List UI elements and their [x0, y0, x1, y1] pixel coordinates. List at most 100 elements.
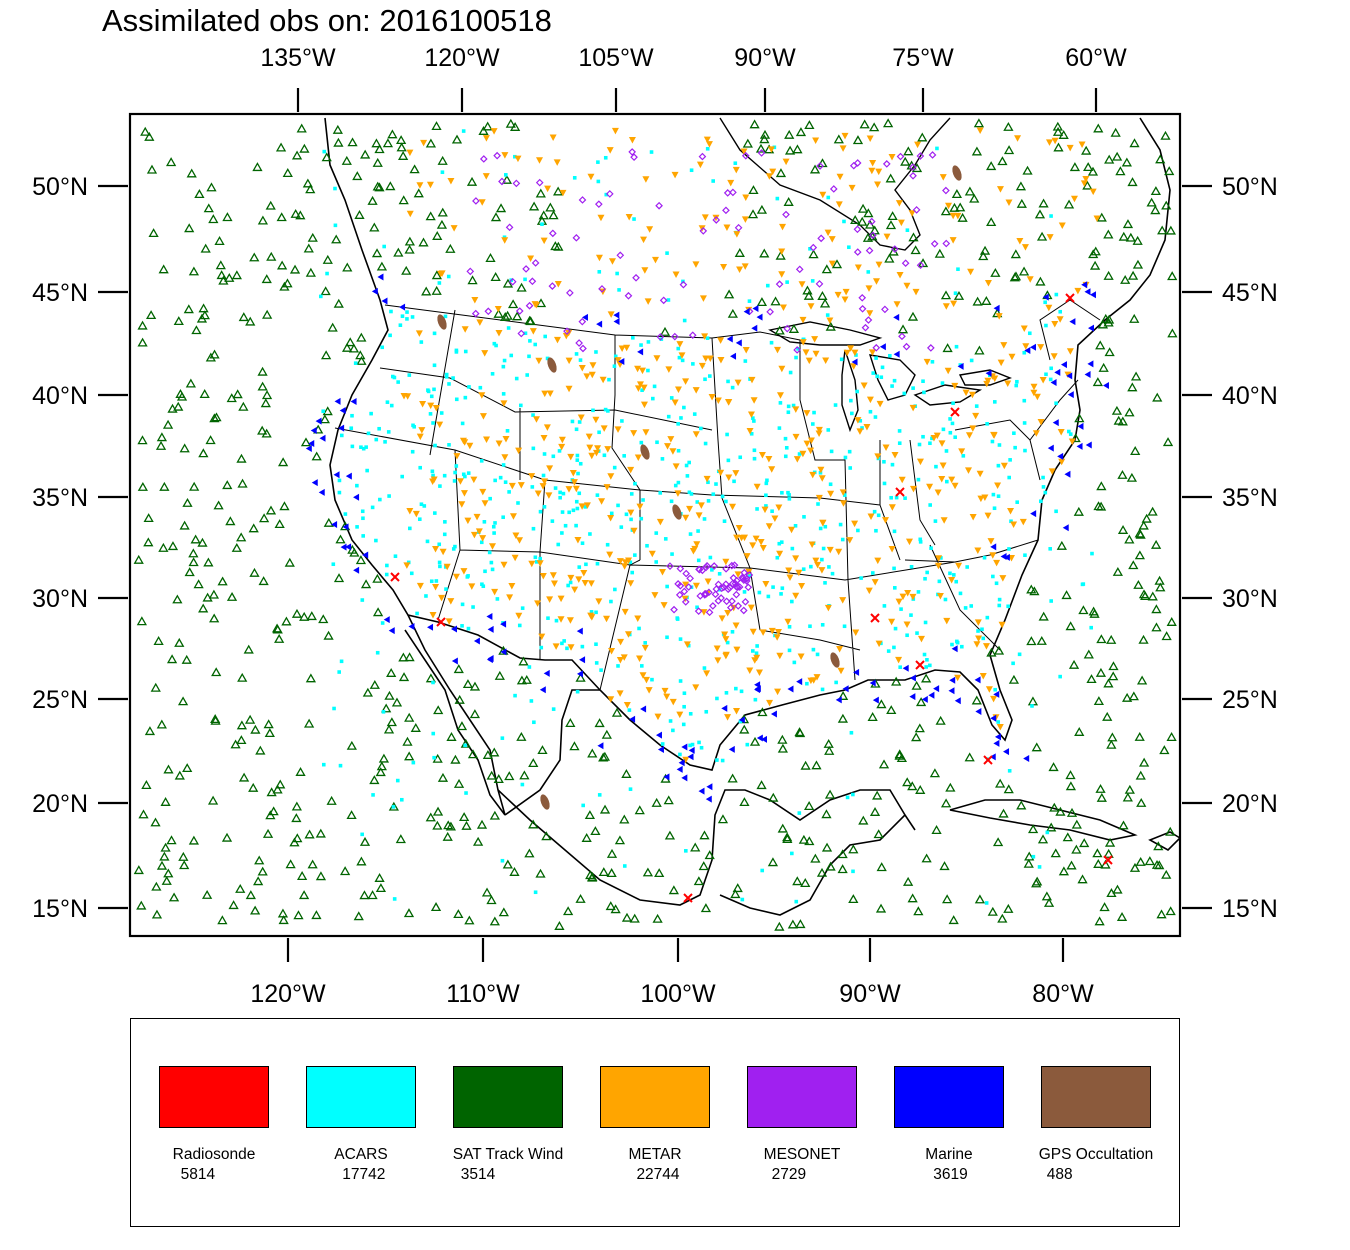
obs-marker	[930, 434, 938, 442]
obs-marker	[729, 503, 737, 511]
obs-marker	[581, 832, 592, 842]
obs-marker	[337, 670, 341, 674]
obs-marker	[382, 138, 394, 148]
obs-marker	[897, 324, 909, 334]
obs-marker	[836, 173, 844, 181]
obs-marker	[1049, 366, 1053, 371]
obs-marker	[808, 246, 812, 251]
obs-marker	[547, 357, 557, 373]
obs-marker	[1066, 372, 1073, 380]
obs-marker	[1031, 742, 1042, 752]
obs-marker	[762, 580, 770, 588]
obs-marker	[483, 569, 487, 574]
obs-marker	[945, 782, 956, 792]
obs-marker	[369, 775, 380, 785]
obs-marker	[1044, 372, 1048, 377]
obs-marker	[237, 672, 248, 682]
obs-marker	[948, 915, 959, 925]
obs-marker	[1044, 323, 1048, 328]
obs-marker	[948, 571, 952, 576]
obs-marker	[490, 567, 495, 572]
obs-marker	[666, 298, 671, 302]
obs-marker	[866, 310, 874, 317]
obs-marker	[782, 210, 790, 219]
obs-marker	[509, 867, 520, 876]
obs-marker	[833, 403, 838, 407]
obs-marker	[746, 428, 754, 435]
obs-marker	[578, 461, 583, 466]
obs-marker	[386, 717, 397, 727]
obs-marker	[437, 281, 442, 285]
obs-marker	[491, 524, 496, 529]
obs-marker	[1102, 711, 1113, 721]
obs-marker	[383, 616, 390, 624]
obs-marker	[671, 399, 679, 407]
obs-marker	[481, 584, 486, 589]
obs-marker	[490, 212, 502, 222]
obs-marker	[794, 899, 799, 904]
obs-marker	[1107, 732, 1118, 742]
obs-marker	[498, 177, 506, 186]
obs-marker	[839, 597, 847, 604]
obs-marker	[952, 165, 962, 181]
obs-marker	[236, 453, 247, 463]
obs-marker	[613, 354, 618, 359]
obs-marker	[625, 557, 633, 565]
obs-marker	[406, 149, 414, 157]
obs-marker	[463, 349, 468, 354]
obs-marker	[786, 574, 794, 581]
obs-marker	[333, 137, 344, 147]
obs-marker	[1027, 824, 1039, 834]
obs-marker	[682, 704, 686, 709]
obs-marker	[969, 358, 974, 363]
obs-marker	[923, 358, 931, 366]
obs-marker	[222, 480, 233, 490]
obs-marker	[692, 431, 700, 438]
obs-marker	[444, 587, 448, 591]
obs-marker	[432, 363, 437, 368]
obs-marker	[761, 506, 769, 514]
obs-marker	[689, 168, 694, 173]
obs-marker	[502, 235, 507, 240]
obs-marker	[1023, 553, 1027, 558]
obs-marker	[889, 495, 893, 500]
obs-marker	[310, 426, 317, 434]
obs-marker	[1007, 507, 1015, 515]
obs-marker	[501, 463, 506, 467]
obs-marker	[726, 335, 733, 343]
obs-marker	[898, 332, 906, 341]
obs-marker	[764, 481, 769, 486]
obs-marker	[911, 732, 922, 742]
obs-marker	[992, 308, 1003, 318]
obs-marker	[1103, 314, 1115, 324]
obs-marker	[839, 489, 847, 496]
obs-marker	[432, 230, 443, 240]
obs-marker	[669, 448, 677, 455]
obs-marker	[743, 553, 751, 560]
obs-marker	[1093, 215, 1101, 223]
legend-entry: METAR 22744	[600, 1019, 740, 1219]
obs-marker	[160, 842, 171, 852]
marine-markers	[305, 273, 1109, 803]
obs-marker	[575, 453, 580, 458]
obs-marker	[211, 667, 222, 677]
acars-markers	[319, 129, 1094, 905]
obs-marker	[869, 122, 880, 132]
obs-marker	[372, 157, 383, 167]
obs-marker	[609, 511, 614, 516]
obs-marker	[580, 541, 585, 546]
obs-marker	[792, 555, 800, 562]
obs-marker	[188, 557, 199, 567]
obs-marker	[930, 239, 939, 248]
obs-marker	[903, 282, 911, 290]
obs-marker	[450, 625, 457, 633]
obs-marker	[633, 553, 637, 557]
obs-marker	[337, 478, 342, 483]
obs-marker	[224, 272, 235, 282]
obs-marker	[489, 810, 500, 820]
obs-marker	[502, 278, 514, 288]
obs-marker	[402, 736, 413, 746]
obs-marker	[714, 397, 722, 404]
obs-marker	[463, 474, 467, 479]
obs-marker	[572, 485, 580, 493]
